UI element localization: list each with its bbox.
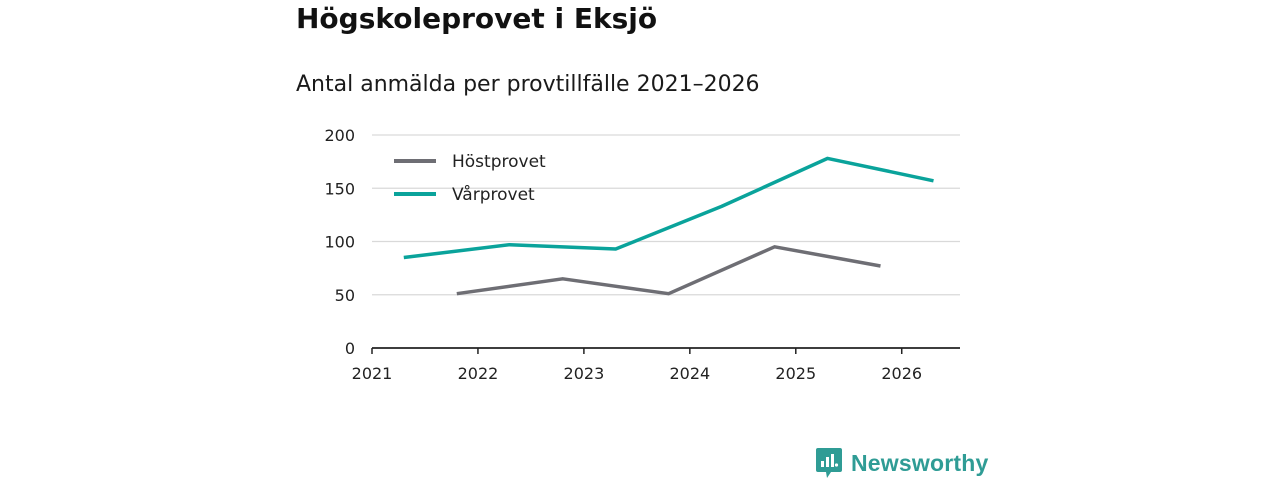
series-line-hostprovet (456, 245, 881, 296)
y-tick-label: 150 (324, 179, 355, 198)
x-tick-label: 2022 (458, 364, 499, 383)
y-tick-label: 50 (335, 286, 355, 305)
chart-subtitle: Antal anmälda per provtillfälle 2021–202… (296, 72, 760, 97)
series-lines (403, 156, 934, 296)
line-chart: 0 50 100 150 200 2021 2022 2023 2024 2025 2026 Hö… (324, 126, 960, 383)
legend-label: Vårprovet (452, 184, 535, 205)
newsworthy-logo-icon (816, 448, 842, 478)
y-tick-label: 200 (324, 126, 355, 145)
series-line-varprovet (403, 156, 934, 260)
brand-name: Newsworthy (851, 449, 989, 476)
x-tick-label: 2025 (775, 364, 816, 383)
x-axis: 2021 2022 2023 2024 2025 2026 (352, 347, 960, 383)
x-tick-label: 2023 (564, 364, 605, 383)
legend-label: Höstprovet (452, 152, 546, 172)
x-tick-label: 2021 (352, 364, 393, 383)
legend: Höstprovet Vårprovet (394, 152, 546, 205)
newsworthy-logo: Newsworthy (815, 446, 988, 480)
chart-title: Högskoleprovet i Eksjö (296, 2, 658, 35)
x-tick-label: 2026 (881, 364, 922, 383)
x-tick-label: 2024 (669, 364, 710, 383)
y-tick-label: 0 (345, 339, 355, 358)
y-tick-label: 100 (324, 233, 355, 252)
y-axis-ticks: 0 50 100 150 200 (324, 126, 355, 358)
